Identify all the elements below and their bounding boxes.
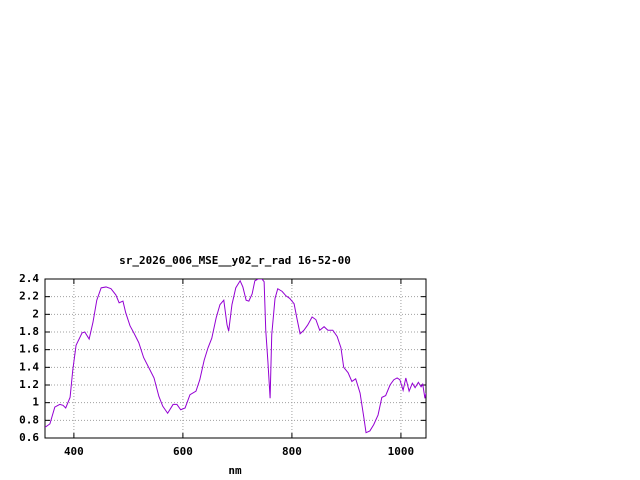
x-tick-label: 600 [173,445,193,458]
y-tick-label: 1.2 [19,378,39,391]
x-tick-label: 1000 [388,445,415,458]
x-tick-label: 800 [282,445,302,458]
plot-border [44,278,427,439]
data-line [45,279,426,434]
y-tick-label: 1.6 [19,343,39,356]
x-tick-label: 400 [64,445,84,458]
y-tick-label: 2 [32,307,39,320]
y-tick-label: 0.6 [19,431,39,444]
y-tick-label: 0.8 [19,413,39,426]
chart-title: sr_2026_006_MSE__y02_r_rad 16-52-00 [119,254,351,267]
y-tick-label: 1.8 [19,325,39,338]
y-tick-label: 2.4 [19,272,39,285]
x-axis-label: nm [228,464,242,477]
y-tick-label: 1 [32,396,39,409]
y-tick-label: 2.2 [19,290,39,303]
y-tick-label: 1.4 [19,360,39,373]
